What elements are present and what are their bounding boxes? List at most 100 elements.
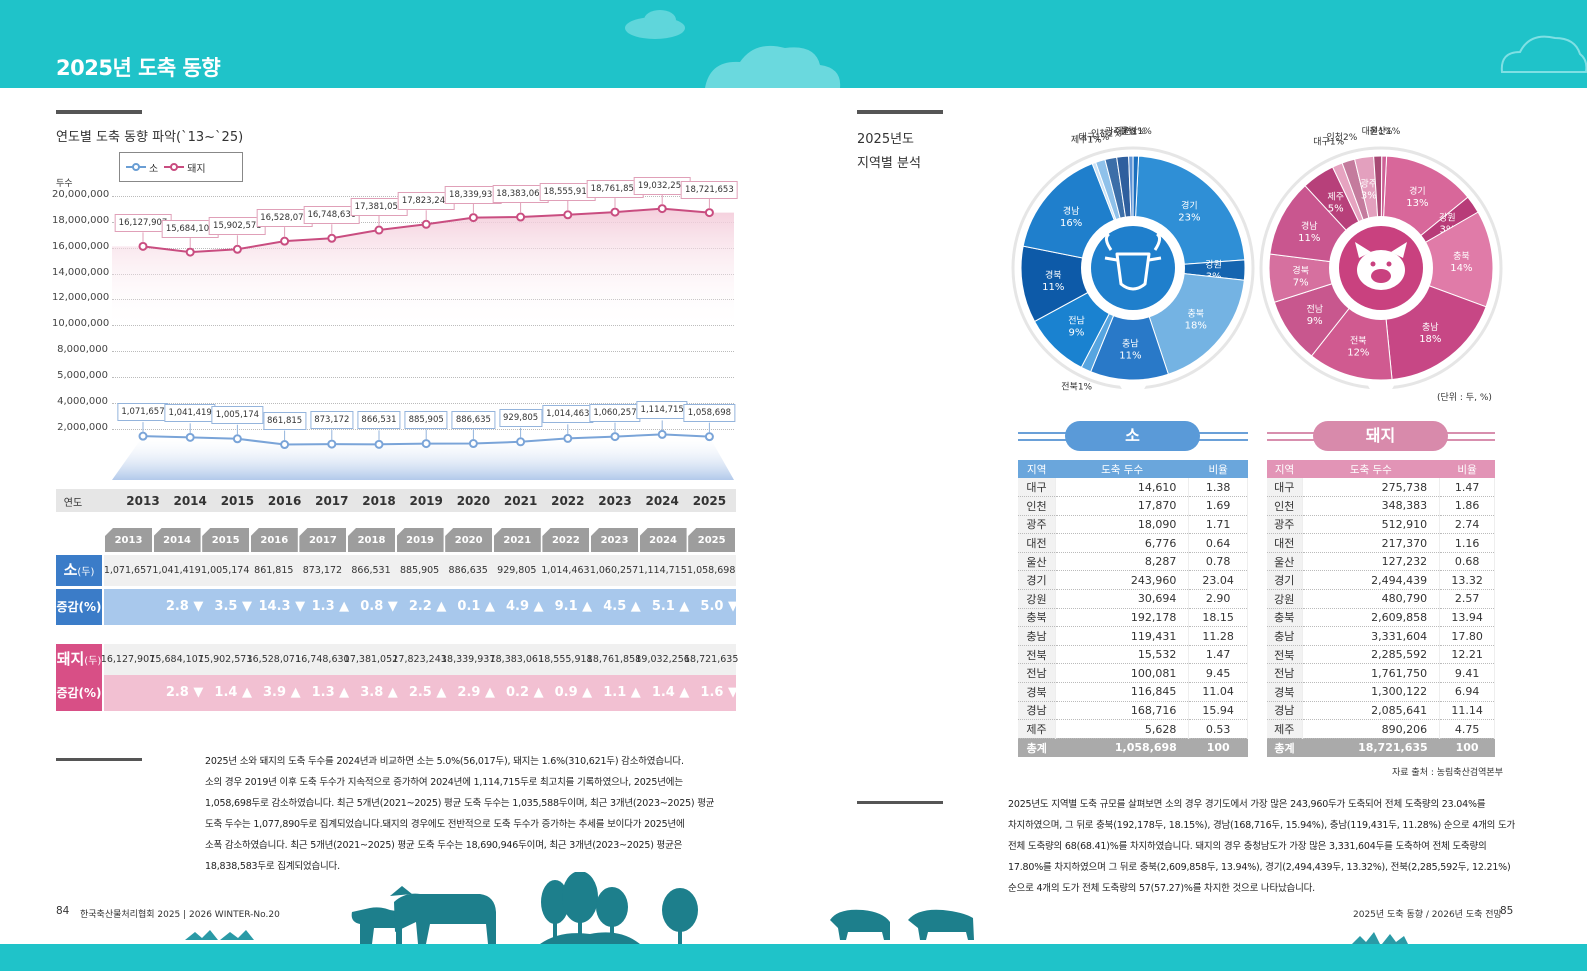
table-cell: 광주 <box>1018 515 1056 535</box>
table-cell: 18,383,061 <box>489 654 544 665</box>
table-cell: 16,528,071 <box>246 654 301 665</box>
table-cell: 0.64 <box>1188 533 1248 553</box>
regional-title-line2: 지역별 분석 <box>857 156 921 171</box>
table-cell: 2.90 <box>1188 589 1248 609</box>
table-year-header: 2021 <box>493 528 541 552</box>
pig-slice-pct: 11% <box>1298 233 1320 244</box>
table-cell: 15.94 <box>1188 701 1248 721</box>
table-cell: 885,905 <box>399 565 440 576</box>
right-para-line: 2025년도 지역별 도축 규모를 살펴보면 소의 경우 경기도에서 가장 많은… <box>1008 799 1486 810</box>
x-tick-label: 2023 <box>598 494 632 508</box>
table-cell: 0.68 <box>1439 552 1495 572</box>
left-para-line: 1,058,698두로 감소하였습니다. 최근 5개년(2021~2025) 평… <box>205 798 715 809</box>
legend-cow-label: 소 <box>149 163 159 175</box>
pig-change-label: 증감(%) <box>56 675 102 711</box>
pig-slice-pct: 9% <box>1307 316 1323 327</box>
right-description: 2025년도 지역별 도축 규모를 살펴보면 소의 경우 경기도에서 가장 많은… <box>1008 794 1518 899</box>
table-cell: 19,032,256 <box>635 654 690 665</box>
table-row: 대구 14,610 1.38 <box>1018 478 1248 498</box>
change-cell: 0.9 ▲ <box>554 685 593 700</box>
table-header-cell: 지역 <box>1018 460 1056 478</box>
pig-data-label: 16,127,907 <box>114 214 172 233</box>
table-cell: 18,555,918 <box>538 654 593 665</box>
table-cell: 886,635 <box>448 565 488 576</box>
table-row: 대전 6,776 0.64 <box>1018 533 1248 553</box>
table-cell: 15,902,573 <box>197 654 253 665</box>
table-cell: 861,815 <box>254 565 294 576</box>
table-cell: 대구 <box>1018 478 1056 498</box>
y-tick-label: 2,000,000 <box>57 422 108 433</box>
table-cell: 1,058,698 <box>687 565 736 576</box>
table-row: 충북 2,609,858 13.94 <box>1267 608 1495 628</box>
pig-data-label: 18,555,918 <box>539 182 597 201</box>
table-cell: 243,960 <box>1055 570 1190 591</box>
cow-slice-label: 광주2% <box>1105 126 1136 138</box>
table-cell: 348,383 <box>1302 496 1441 516</box>
change-cell: 1.4 ▲ <box>651 685 690 700</box>
table-year-header: 2019 <box>396 528 444 552</box>
table-cell: 1.38 <box>1188 478 1248 498</box>
cow-data-label: 929,805 <box>499 408 543 427</box>
pig-slice-label: 대전1% <box>1362 126 1393 137</box>
change-cell: 5.0 ▼ <box>700 599 738 614</box>
cow-data-label: 1,114,715 <box>636 401 688 420</box>
cow-slice-pct: 23% <box>1178 212 1200 223</box>
table-year-header: 2020 <box>445 528 493 552</box>
table-cell: 광주 <box>1267 515 1303 535</box>
table-cell: 0.78 <box>1188 552 1248 572</box>
right-section-title: 2025년 도축 동향 / 2026년 도축 전망 <box>1353 910 1502 920</box>
left-para-line: 소폭 감소하였습니다. 최근 5개년(2021~2025) 평균 도축 두수는 … <box>205 840 683 851</box>
pig-head-icon <box>1355 242 1407 290</box>
table-row: 인천 348,383 1.86 <box>1267 496 1495 516</box>
table-cell: 17,870 <box>1055 496 1190 516</box>
cow-data-label: 1,041,419 <box>164 404 216 423</box>
table-row: 강원 480,790 2.57 <box>1267 589 1495 609</box>
table-header-cell: 도축 두수 <box>1055 460 1189 478</box>
x-tick-label: 2024 <box>645 494 679 508</box>
table-row: 인천 17,870 1.69 <box>1018 496 1248 516</box>
y-tick-label: 14,000,000 <box>52 267 110 278</box>
pig-slice-pct: 13% <box>1406 198 1428 209</box>
cow-slice-pct: 16% <box>1060 218 1082 229</box>
x-tick-label: 2016 <box>267 494 302 508</box>
pig-table-title: 돼지 <box>1313 421 1448 451</box>
table-header-cell: 비율 <box>1188 460 1248 478</box>
table-cell: 100,081 <box>1055 663 1190 684</box>
table-cell: 17,823,243 <box>392 654 447 665</box>
cow-slice-label: 제주1% <box>1071 134 1102 145</box>
change-cell: 1.6 ▼ <box>700 685 738 700</box>
table-cell: 1.16 <box>1439 533 1495 553</box>
pig-pie-pointer <box>1367 384 1395 408</box>
left-page-number: 84 <box>56 905 70 917</box>
pig-slice-pct: 3% <box>1361 190 1377 201</box>
pig-slice-pct: 12% <box>1347 347 1369 358</box>
table-cell: 168,716 <box>1055 701 1190 721</box>
left-para-line: 도축 두수는 1,077,890두로 집계되었습니다.돼지의 경우에도 전반적으… <box>205 819 685 830</box>
table-cell: 2,494,439 <box>1302 570 1441 591</box>
footer-band <box>0 944 1587 971</box>
y-tick-label: 12,000,000 <box>52 292 110 303</box>
table-cell: 8,287 <box>1055 552 1190 572</box>
table-cell: 9.45 <box>1188 663 1248 684</box>
right-para-line: 순으로 4개의 도가 전체 도축량의 57(57.27)%를 차지한 것으로 나… <box>1008 883 1315 894</box>
table-cell: 1.86 <box>1439 496 1495 516</box>
table-cell: 890,206 <box>1302 719 1441 739</box>
cow-slice-label: 대전1% <box>1115 126 1146 137</box>
table-cell: 1,300,122 <box>1302 682 1441 702</box>
table-row: 제주 890,206 4.75 <box>1267 719 1495 739</box>
pig-slice-label: 제주 <box>1327 191 1344 202</box>
change-cell: 4.5 ▲ <box>603 599 641 614</box>
trend-title: 연도별 도축 동향 파악(`13~`25) <box>56 130 244 145</box>
table-cell: 15,684,107 <box>149 654 204 665</box>
table-cell: 866,531 <box>351 565 391 576</box>
cow-data-label: 866,531 <box>357 411 401 430</box>
change-cell: 3.8 ▲ <box>360 685 398 700</box>
cow-slice-pct: 9% <box>1069 328 1085 339</box>
table-cell: 100 <box>1188 738 1248 757</box>
table-cell: 11.14 <box>1439 701 1495 721</box>
pig-regional-table: 지역 도축 두수 비율 대구 275,738 1.47 인천 348,383 1.86 광주 512… <box>1267 460 1495 757</box>
cloud-decoration-icon <box>625 10 685 39</box>
pig-slice-label: 광주 <box>1361 177 1378 189</box>
table-year-header: 2014 <box>153 528 201 552</box>
pig-silhouette-icon <box>830 909 974 940</box>
